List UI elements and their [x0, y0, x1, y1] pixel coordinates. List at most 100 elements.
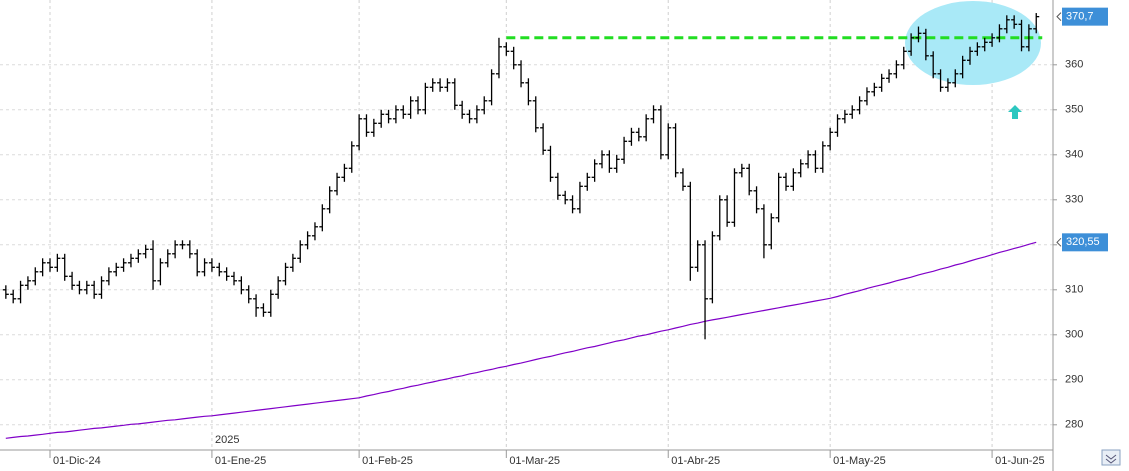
y-tick-label: 360 — [1065, 59, 1083, 71]
ohlc-bar — [694, 240, 701, 272]
ohlc-bar — [709, 231, 716, 304]
ohlc-bar — [613, 154, 620, 173]
ohlc-bar — [231, 271, 237, 286]
ohlc-bar — [392, 105, 399, 124]
ohlc-bar — [378, 109, 385, 128]
ohlc-bar — [451, 78, 458, 110]
ohlc-bar — [547, 145, 554, 182]
ohlc-bar — [186, 240, 193, 259]
ohlc-bar — [370, 118, 377, 137]
ohlc-bar — [540, 123, 547, 155]
ohlc-bar — [628, 127, 635, 146]
ohlc-bar — [334, 172, 341, 196]
ohlc-bar — [937, 69, 944, 92]
ohlc-bar — [878, 73, 885, 92]
ohlc-bar — [716, 195, 723, 241]
ohlc-bar — [267, 289, 274, 317]
ohlc-bar — [83, 280, 90, 295]
ohlc-bar — [797, 159, 804, 178]
ohlc-bar — [473, 105, 480, 124]
ohlc-bar — [319, 204, 326, 232]
ohlc-bar — [687, 181, 694, 281]
ohlc-bar — [245, 285, 252, 304]
ohlc-bar — [1033, 13, 1040, 34]
moving-average-label: 320,55 — [1066, 236, 1100, 248]
ohlc-bar — [967, 46, 973, 65]
ohlc-bar — [172, 240, 179, 259]
ohlc-bar — [650, 105, 657, 124]
ohlc-bar — [672, 123, 679, 178]
ohlc-bar — [827, 127, 834, 151]
ohlc-bar — [768, 213, 775, 250]
ohlc-bar — [863, 87, 870, 106]
ohlc-bar — [76, 280, 83, 295]
ohlc-bar — [760, 204, 767, 259]
ohlc-bar — [841, 109, 848, 124]
ohlc-bar — [738, 163, 745, 178]
ohlc-bar — [643, 114, 650, 142]
ohlc-bar — [47, 258, 53, 272]
ohlc-bar — [562, 190, 569, 205]
ohlc-bar — [908, 33, 915, 56]
ohlc-bar — [915, 26, 922, 43]
ohlc-bar — [260, 303, 267, 317]
ohlc-bar — [91, 280, 98, 299]
scroll-button[interactable] — [1101, 449, 1121, 466]
last-price-label: 370,7 — [1066, 11, 1094, 23]
ohlc-bar — [164, 249, 171, 268]
ohlc-bar — [665, 123, 672, 160]
ohlc-bar — [554, 172, 561, 200]
ohlc-bar — [311, 222, 318, 241]
ohlc-bar — [599, 150, 605, 169]
ohlc-bar — [591, 159, 598, 182]
ohlc-bar — [32, 267, 39, 286]
ohlc-bar — [1025, 24, 1032, 52]
ohlc-bar — [584, 172, 591, 191]
ohlc-bar — [69, 271, 76, 290]
ohlc-bar — [569, 195, 576, 214]
up-arrow — [1008, 105, 1022, 119]
grid — [0, 0, 1053, 450]
ohlc-bar — [415, 96, 421, 115]
ohlc-bar — [922, 28, 929, 61]
ohlc-bar — [1018, 19, 1025, 52]
ohlc-bar — [944, 78, 951, 92]
moving-average-label-pointer — [1056, 237, 1062, 247]
ohlc-bar — [849, 105, 856, 119]
ohlc-bar — [208, 258, 215, 272]
y-tick-label: 310 — [1065, 284, 1083, 296]
ohlc-bar — [834, 114, 841, 137]
ohlc-bar — [297, 240, 304, 263]
x-tick-label: 01-Jun-25 — [995, 455, 1045, 467]
x-tick-label: 01-Mar-25 — [509, 455, 560, 467]
ohlc-bar — [179, 240, 186, 250]
ohlc-bar — [10, 289, 17, 304]
ohlc-bar — [466, 109, 473, 124]
ohlc-bar — [429, 78, 436, 92]
last-price-label-box — [1062, 7, 1108, 26]
year-label: 2025 — [215, 434, 239, 446]
ohlc-bar — [238, 276, 245, 295]
ohlc-bar — [886, 69, 893, 83]
ohlc-bar — [253, 294, 260, 317]
ohlc-bar — [753, 186, 760, 214]
ohlc-bar — [120, 258, 127, 272]
ohlc-bar — [775, 172, 782, 223]
ohlc-bar — [1011, 15, 1018, 29]
moving-average-line — [5, 241, 1037, 439]
x-tick-label: 01-Abr-25 — [671, 455, 720, 467]
ohlc-bar — [17, 280, 24, 304]
ohlc-bar — [113, 262, 120, 277]
ohlc-bar — [783, 172, 789, 191]
ohlc-bar — [150, 240, 157, 290]
ohlc-bar — [930, 51, 937, 79]
ohlc-bar — [996, 24, 1003, 43]
ohlc-bar — [981, 37, 988, 52]
x-tick-label: 01-May-25 — [833, 455, 886, 467]
ohlc-bar — [900, 46, 907, 70]
ohlc-bar — [216, 262, 223, 277]
ohlc-bar — [621, 136, 628, 164]
x-tick-label: 01-Feb-25 — [362, 455, 413, 467]
ohlc-bar — [2, 285, 9, 299]
